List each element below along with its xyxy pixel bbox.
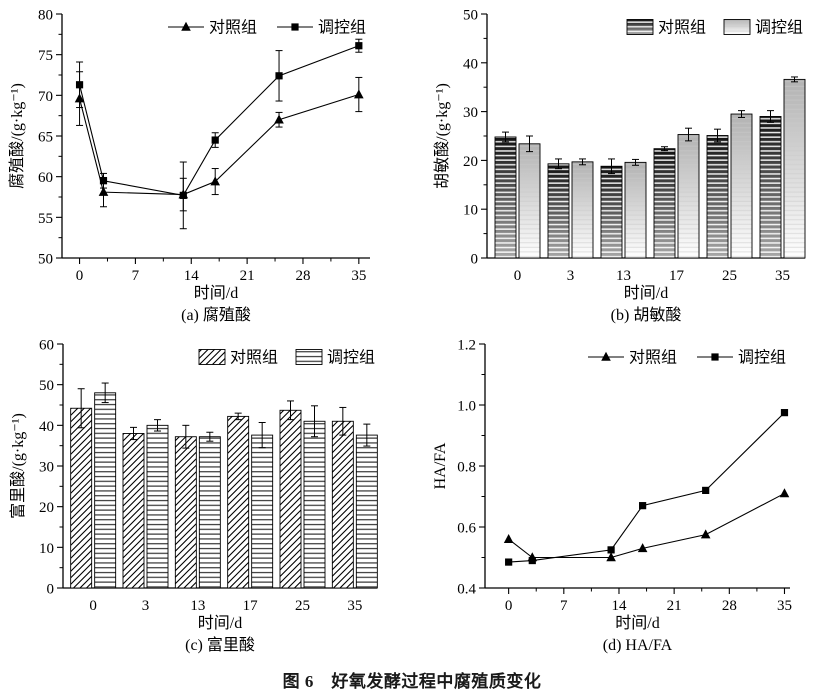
svg-text:0.8: 0.8: [457, 460, 476, 476]
svg-text:35: 35: [351, 268, 366, 284]
subplot-d-hafa-ratio: 0.4 0.6 0.8 1.0 1.2 0 7 14 21 28 35 对照组 调控组时间/d (d) H…: [412, 330, 824, 660]
svg-text:3: 3: [567, 268, 575, 284]
svg-text:35: 35: [777, 598, 792, 614]
svg-text:7: 7: [132, 268, 140, 284]
svg-text:35: 35: [347, 598, 362, 614]
subplot-a-humic-acid: 50 55 60 65 70 75 80 0 7 14 21 28 35 对照组 调控组时间/d (a) 腐殖…: [0, 0, 412, 330]
svg-text:13: 13: [190, 598, 205, 614]
svg-text:1.2: 1.2: [457, 338, 476, 354]
svg-text:3: 3: [142, 598, 150, 614]
svg-text:40: 40: [39, 419, 54, 435]
svg-text:时间/d: 时间/d: [198, 614, 242, 632]
svg-text:14: 14: [184, 268, 200, 284]
series-group: [70, 382, 378, 589]
svg-text:7: 7: [560, 598, 568, 614]
svg-text:对照组: 对照组: [658, 19, 706, 37]
svg-text:0.4: 0.4: [457, 582, 476, 598]
svg-text:17: 17: [669, 268, 685, 284]
subplot-c-fulvic-acid: 0 10 20 30 40 50 60 0 3 13 17 25 35 对照组 调控组时间/d (c) 富里酸…: [0, 330, 412, 660]
svg-text:28: 28: [295, 268, 310, 284]
svg-text:21: 21: [240, 268, 255, 284]
svg-text:对照组: 对照组: [629, 349, 677, 367]
figure-caption: 图 6 好氧发酵过程中腐殖质变化: [282, 671, 542, 691]
svg-text:28: 28: [722, 598, 737, 614]
svg-text:14: 14: [611, 598, 627, 614]
svg-text:13: 13: [616, 268, 631, 284]
svg-text:70: 70: [38, 89, 53, 105]
svg-text:20: 20: [39, 500, 54, 516]
svg-text:0: 0: [505, 598, 513, 614]
svg-text:(a) 腐殖酸: (a) 腐殖酸: [181, 306, 251, 324]
svg-text:1.0: 1.0: [457, 399, 476, 415]
svg-text:(c) 富里酸: (c) 富里酸: [185, 636, 255, 654]
svg-text:调控组: 调控组: [738, 349, 786, 367]
svg-text:时间/d: 时间/d: [615, 614, 659, 632]
svg-text:调控组: 调控组: [755, 19, 803, 37]
axes: 50 55 60 65 70 75 80 0 7 14 21 28 35: [38, 8, 370, 284]
svg-text:40: 40: [463, 56, 478, 72]
svg-text:10: 10: [39, 541, 54, 557]
svg-text:20: 20: [463, 154, 478, 170]
legend: 对照组 调控组: [588, 349, 786, 367]
svg-text:50: 50: [38, 252, 53, 268]
legend: 对照组 调控组: [168, 19, 366, 37]
svg-text:21: 21: [667, 598, 682, 614]
y-axis-label: 富里酸/(g·kg⁻¹): [9, 413, 27, 519]
y-axis-label: HA/FA: [432, 442, 449, 489]
series-group: [494, 76, 806, 259]
y-axis-label: 胡敏酸/(g·kg⁻¹): [433, 83, 451, 189]
svg-text:25: 25: [722, 268, 737, 284]
svg-text:75: 75: [38, 48, 53, 64]
y-axis-label: 腐殖酸/(g·kg⁻¹): [8, 83, 26, 189]
subplot-b-humin-acid: 0 10 20 30 40 50 0 3 13 17 25 35 对照组 调控组时间/d (b) 胡敏酸 胡敏…: [412, 0, 824, 330]
svg-text:65: 65: [38, 130, 53, 146]
svg-text:0: 0: [471, 252, 479, 268]
svg-text:(b) 胡敏酸: (b) 胡敏酸: [611, 306, 682, 324]
svg-text:17: 17: [243, 598, 259, 614]
svg-text:60: 60: [38, 170, 53, 186]
svg-text:0: 0: [89, 598, 97, 614]
axes: 0.4 0.6 0.8 1.0 1.2 0 7 14 21 28 35: [457, 338, 792, 615]
svg-text:调控组: 调控组: [318, 19, 366, 37]
subplot-grid: 50 55 60 65 70 75 80 0 7 14 21 28 35 对照组 调控组 时间/d (a) 腐殖…: [0, 0, 824, 660]
svg-text:30: 30: [463, 105, 478, 121]
svg-text:调控组: 调控组: [327, 349, 375, 367]
svg-text:50: 50: [39, 378, 54, 394]
svg-text:60: 60: [39, 338, 54, 354]
series-group: [503, 409, 790, 566]
legend: 对照组 调控组: [626, 19, 803, 37]
svg-text:10: 10: [463, 203, 478, 219]
svg-text:时间/d: 时间/d: [624, 284, 668, 302]
svg-text:0: 0: [47, 582, 55, 598]
svg-text:30: 30: [39, 460, 54, 476]
svg-text:(d) HA/FA: (d) HA/FA: [603, 637, 673, 654]
svg-text:对照组: 对照组: [230, 349, 278, 367]
svg-text:对照组: 对照组: [209, 19, 257, 37]
svg-text:时间/d: 时间/d: [194, 284, 238, 302]
svg-text:80: 80: [38, 8, 53, 24]
svg-text:35: 35: [775, 268, 790, 284]
svg-text:0.6: 0.6: [457, 521, 476, 537]
legend: 对照组 调控组: [198, 349, 375, 367]
svg-text:0: 0: [76, 268, 84, 284]
series-group: [74, 38, 364, 230]
svg-text:25: 25: [295, 598, 310, 614]
svg-text:50: 50: [463, 8, 478, 24]
svg-text:55: 55: [38, 211, 53, 227]
svg-text:0: 0: [514, 268, 522, 284]
